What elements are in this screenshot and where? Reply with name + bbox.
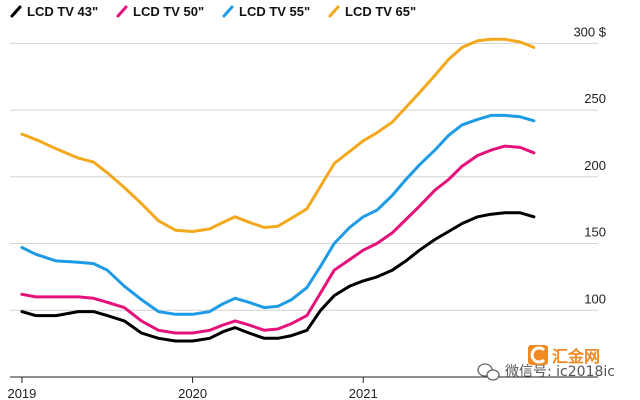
- legend-swatch: [116, 5, 128, 18]
- y-tick-label: 300 $: [573, 24, 606, 39]
- y-tick-label: 150: [584, 225, 606, 240]
- series-lines: [20, 37, 536, 343]
- legend-label: LCD TV 43": [27, 4, 98, 19]
- y-tick-label: 100: [584, 291, 606, 306]
- legend-swatch: [222, 5, 234, 18]
- x-tick-label: 2020: [178, 386, 207, 400]
- x-tick-label: 2019: [7, 386, 36, 400]
- legend-swatch: [328, 5, 340, 18]
- legend-label: LCD TV 50": [133, 4, 204, 19]
- legend-swatch: [10, 5, 22, 18]
- series-line-3: [20, 113, 536, 316]
- legend-label: LCD TV 55": [239, 4, 310, 19]
- series-line-4: [20, 37, 536, 233]
- gridlines: [10, 42, 598, 311]
- huijin-logo-icon: [528, 345, 548, 365]
- legend-label: LCD TV 65": [345, 4, 416, 19]
- series-line-2: [20, 144, 536, 335]
- watermark-brand: 汇金网: [552, 347, 600, 366]
- wechat-icon: [477, 363, 500, 381]
- series-line-1: [20, 211, 536, 343]
- watermark: 微信号: ic2018ic 汇金网: [477, 345, 615, 381]
- y-axis: 100 150 200 250 300 $: [573, 24, 606, 306]
- y-tick-label: 200: [584, 158, 606, 173]
- x-tick-label: 2021: [349, 386, 378, 400]
- legend: LCD TV 43" LCD TV 50" LCD TV 55" LCD TV 65": [10, 4, 416, 19]
- y-tick-label: 250: [584, 91, 606, 106]
- watermark-text: 微信号: ic2018ic: [505, 364, 615, 380]
- x-axis: 2019 2020 2021: [7, 376, 598, 400]
